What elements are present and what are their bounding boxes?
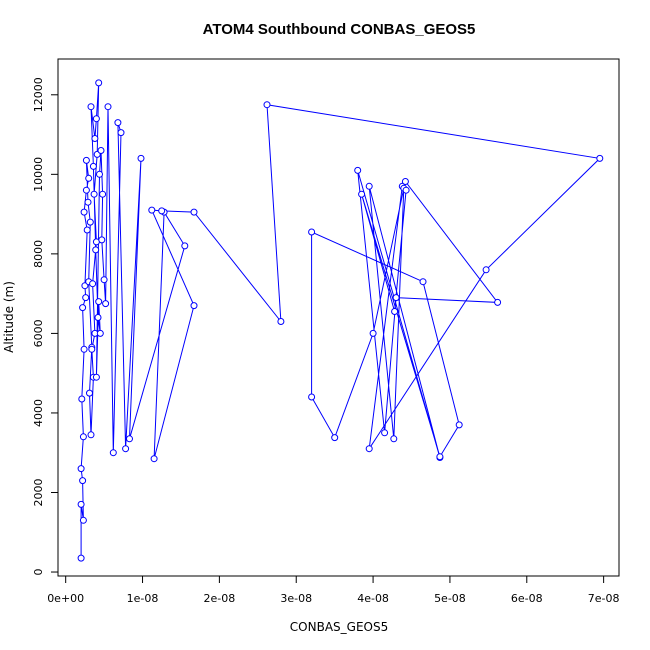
- data-point: [91, 135, 99, 142]
- data-point: [392, 294, 400, 302]
- data-point: [87, 103, 95, 111]
- data-point: [365, 445, 373, 453]
- data-point: [148, 206, 156, 214]
- x-tick-label: 1e-08: [127, 592, 159, 605]
- data-point: [82, 186, 90, 194]
- data-point: [150, 455, 158, 463]
- y-tick-label: 4000: [32, 399, 45, 427]
- y-tick-label: 12000: [32, 77, 45, 112]
- data-point: [94, 314, 102, 321]
- data-point: [354, 166, 362, 174]
- x-tick-label: 5e-08: [434, 592, 466, 605]
- data-point: [126, 435, 133, 443]
- data-point: [596, 154, 604, 162]
- series-group: [77, 79, 604, 562]
- data-point: [86, 389, 93, 397]
- data-point: [137, 154, 145, 162]
- data-point: [95, 79, 103, 87]
- data-point: [88, 345, 96, 353]
- data-point: [331, 434, 339, 442]
- x-tick-label: 6e-08: [511, 592, 543, 605]
- data-point: [84, 198, 92, 206]
- y-tick-label: 8000: [32, 240, 45, 268]
- data-point: [99, 190, 107, 198]
- data-point: [263, 101, 271, 109]
- x-tick-label: 0e+00: [47, 592, 84, 605]
- data-point: [80, 208, 88, 216]
- y-tick-label: 10000: [32, 157, 45, 192]
- data-point: [109, 449, 117, 457]
- data-point: [85, 174, 93, 182]
- x-axis-label: CONBAS_GEOS5: [290, 620, 388, 634]
- data-point: [89, 162, 97, 170]
- data-point: [455, 421, 463, 429]
- data-point: [86, 218, 94, 226]
- data-point: [89, 280, 97, 288]
- data-point: [92, 373, 100, 381]
- data-point: [92, 246, 100, 254]
- x-axis: 0e+00 1e-08 2e-08 3e-08 4e-08 5e-08 6e-08 7e-08: [47, 575, 620, 605]
- data-point: [436, 453, 444, 461]
- data-point: [79, 433, 87, 441]
- y-tick-label: 6000: [32, 319, 45, 347]
- data-point: [79, 477, 87, 485]
- x-tick-label: 7e-08: [588, 592, 620, 605]
- data-point: [114, 119, 122, 127]
- data-point: [102, 300, 110, 308]
- data-point: [79, 516, 87, 524]
- data-point: [80, 345, 88, 353]
- data-point: [369, 329, 377, 337]
- data-point: [98, 236, 106, 244]
- data-point: [419, 278, 427, 286]
- data-point: [96, 329, 104, 337]
- series-line: [80, 82, 601, 559]
- data-point: [87, 431, 95, 439]
- data-point: [181, 242, 189, 250]
- data-point: [77, 554, 85, 562]
- y-axis: 0 2000 4000 6000 8000 10000 12000: [32, 77, 59, 576]
- x-tick-label: 4e-08: [357, 592, 389, 605]
- data-point: [77, 500, 85, 508]
- data-point: [92, 115, 100, 123]
- data-point: [90, 190, 98, 198]
- x-tick-label: 3e-08: [280, 592, 312, 605]
- x-tick-label: 2e-08: [204, 592, 236, 605]
- plot-frame: [57, 58, 620, 577]
- data-point: [97, 147, 105, 154]
- data-point: [122, 445, 130, 453]
- data-point: [96, 170, 103, 178]
- data-point: [83, 226, 91, 234]
- data-point: [390, 435, 398, 443]
- data-point: [190, 302, 198, 310]
- y-tick-label: 0: [32, 569, 45, 576]
- data-point: [100, 276, 108, 284]
- data-point: [82, 156, 90, 164]
- data-point: [401, 178, 409, 185]
- data-point: [277, 318, 285, 325]
- data-point: [158, 207, 166, 215]
- data-point: [482, 266, 490, 274]
- data-point: [381, 429, 389, 437]
- data-point: [365, 182, 373, 190]
- data-point: [77, 465, 85, 473]
- data-point: [190, 208, 198, 216]
- chart-title: ATOM4 Southbound CONBAS_GEOS5: [203, 21, 476, 38]
- data-point: [117, 129, 125, 137]
- data-point: [402, 186, 410, 194]
- y-axis-label: Altitude (m): [2, 281, 16, 353]
- data-point: [391, 308, 399, 315]
- data-point: [95, 298, 103, 306]
- data-point: [308, 393, 316, 401]
- data-point: [308, 228, 316, 236]
- data-point: [494, 298, 502, 306]
- data-point: [358, 190, 366, 198]
- data-point: [79, 304, 87, 312]
- data-point: [82, 294, 90, 302]
- data-point: [104, 103, 112, 111]
- y-tick-label: 2000: [32, 478, 45, 506]
- data-point: [78, 395, 86, 403]
